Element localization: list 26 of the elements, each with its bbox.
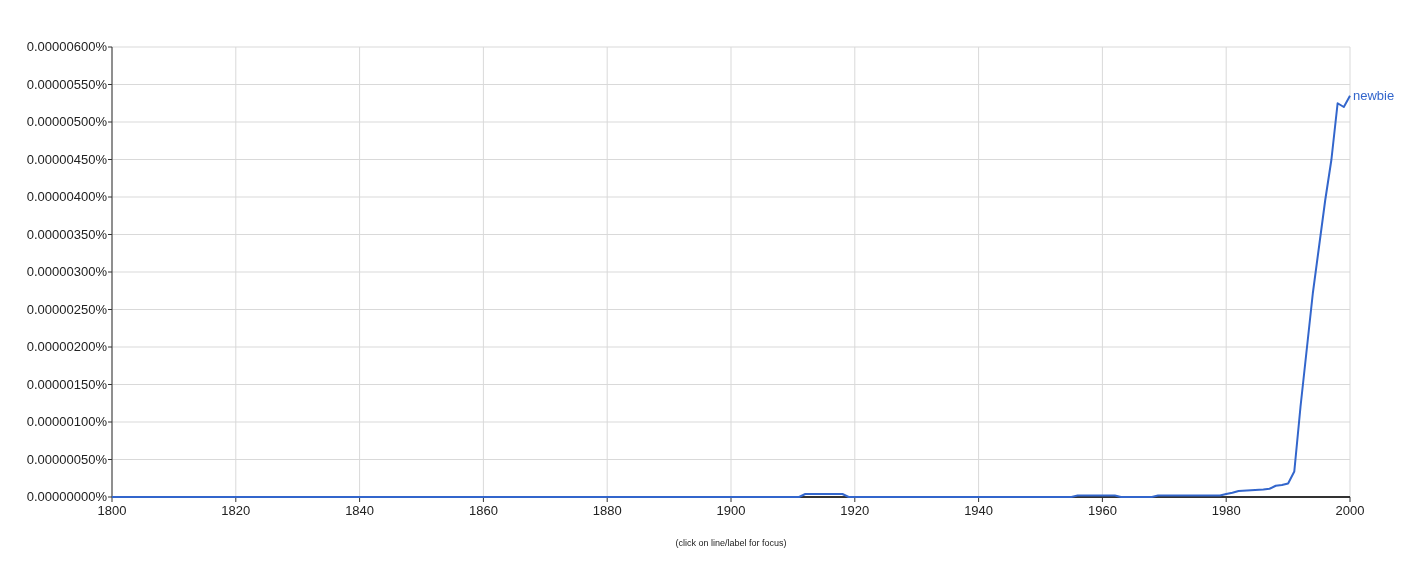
x-tick-label: 1900 [716,503,746,518]
x-tick-label: 1840 [345,503,375,518]
x-tick-label: 1920 [840,503,870,518]
x-tick-label: 1800 [97,503,127,518]
y-tick-label: 0.00000500% [26,114,108,129]
y-tick-label: 0.00000250% [26,301,108,317]
y-tick-label: 0.00000150% [26,376,108,392]
x-tick-label: 1940 [964,503,994,518]
x-tick-label: 1860 [468,503,498,518]
x-tick-label: 1980 [1211,503,1241,518]
y-tick-label: 0.00000000% [26,489,108,504]
y-tick-label: 0.00000550% [26,76,108,92]
text: (click on line/label for focus) [675,538,787,548]
x-tick-label: 2000 [1335,503,1365,518]
y-tick-label: 0.00000300% [26,264,108,279]
y-tick-label: 0.00000600% [26,39,108,54]
x-tick-label: 1960 [1087,503,1117,518]
y-tick-label: 0.00000450% [26,151,108,167]
y-tick-label: 0.00000400% [26,189,108,204]
y-tick-label: 0.00000350% [26,226,108,242]
series-label: newbie [1353,87,1395,103]
x-tick-label: 1820 [221,503,251,518]
y-tick-label: 0.00000200% [26,339,108,354]
y-tick-label: 0.00000050% [26,451,108,467]
y-tick-label: 0.00000100% [26,414,108,429]
x-tick-label: 1880 [592,503,622,518]
